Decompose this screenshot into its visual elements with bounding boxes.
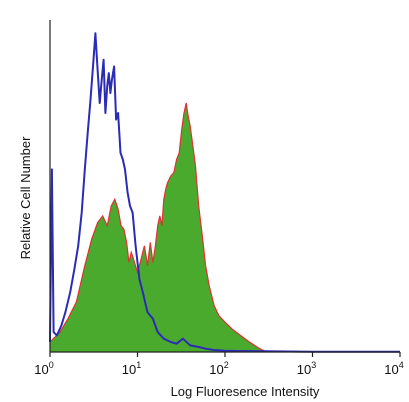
series-layer <box>49 32 400 353</box>
x-tick-label-4: 104 <box>384 360 403 377</box>
x-tick-label-2: 102 <box>209 360 228 377</box>
x-tick-label-0: 100 <box>34 360 53 377</box>
x-tick-label-1: 101 <box>122 360 141 377</box>
series-0-line <box>49 32 400 353</box>
x-axis-label: Log Fluoresence Intensity <box>171 384 320 399</box>
series-1-edge <box>49 102 267 353</box>
x-tick-label-3: 103 <box>297 360 316 377</box>
y-axis-label: Relative Cell Number <box>18 136 33 259</box>
x-tick-layer: 100 101 102 103 104 <box>34 352 404 377</box>
series-1-area <box>50 103 267 352</box>
